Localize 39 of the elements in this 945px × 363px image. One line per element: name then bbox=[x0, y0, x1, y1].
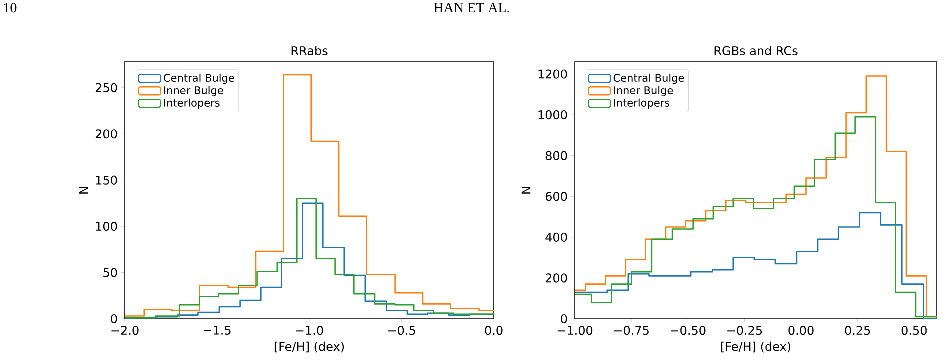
x-tick-label: 0.0 bbox=[485, 326, 503, 336]
y-tick-label: 600 bbox=[546, 192, 568, 202]
y-tick-label: 150 bbox=[96, 176, 118, 185]
y-tick-label: 1000 bbox=[538, 110, 568, 120]
legend-label: Central Bulge bbox=[164, 74, 234, 84]
y-tick-label: 1200 bbox=[538, 70, 568, 79]
x-axis-title: [Fe/H] (dex) bbox=[274, 342, 344, 353]
y-tick-label: 200 bbox=[546, 274, 568, 283]
y-tick-label: 100 bbox=[96, 222, 118, 232]
legend-label: Inner Bulge bbox=[164, 86, 224, 97]
x-tick-label: 0.25 bbox=[845, 326, 870, 336]
y-tick-label: 250 bbox=[96, 83, 118, 92]
x-tick-label: −0.5 bbox=[388, 326, 416, 336]
text: HAN ET AL. bbox=[434, 3, 510, 13]
y-axis-title: N bbox=[79, 187, 88, 194]
y-tick-label: 400 bbox=[546, 232, 568, 242]
y-tick-label: 0 bbox=[561, 314, 568, 324]
legend-label: Inner Bulge bbox=[614, 86, 674, 97]
legend-label: Interlopers bbox=[164, 98, 220, 109]
y-tick-label: 800 bbox=[546, 151, 568, 160]
x-tick-label: −1.5 bbox=[204, 326, 231, 335]
x-axis-title: [Fe/H] (dex) bbox=[721, 342, 791, 353]
y-tick-label: 200 bbox=[96, 130, 118, 139]
y-tick-label: 0 bbox=[111, 314, 118, 324]
text: 10 bbox=[4, 3, 17, 13]
chart-title: RRabs bbox=[292, 46, 328, 56]
legend-label: Interlopers bbox=[614, 98, 670, 109]
chart-title: RGBs and RCs bbox=[714, 46, 798, 56]
x-tick-label: 0.50 bbox=[902, 326, 927, 336]
y-axis-title: N bbox=[522, 187, 531, 194]
legend-label: Central Bulge bbox=[614, 74, 684, 84]
x-tick-label: −0.25 bbox=[728, 326, 762, 336]
x-tick-label: −0.50 bbox=[671, 326, 706, 336]
x-tick-label: −1.00 bbox=[558, 326, 593, 336]
x-tick-label: −1.0 bbox=[296, 326, 324, 336]
x-tick-label: −2.0 bbox=[112, 326, 139, 336]
x-tick-label: 0.00 bbox=[788, 326, 814, 336]
y-tick-label: 50 bbox=[104, 268, 118, 278]
x-tick-label: −0.75 bbox=[614, 326, 649, 336]
